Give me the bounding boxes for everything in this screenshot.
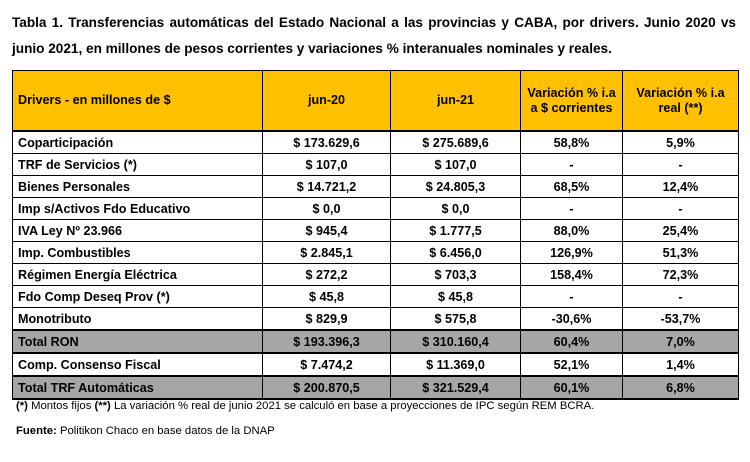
table-row: Monotributo $ 829,9 $ 575,8 -30,6% -53,7% [12,307,739,331]
cell: $ 173.629,6 [262,130,391,154]
cell: 5,9% [622,130,739,154]
source: Fuente: Politikon Chaco en base datos de… [16,425,275,437]
cell: $ 193.396,3 [262,329,391,354]
table-row: Coparticipación $ 173.629,6 $ 275.689,6 58,… [12,130,739,154]
cell: $ 45,8 [262,285,391,308]
cell: 1,4% [622,352,739,377]
cell: 60,4% [520,329,623,354]
header-row: Drivers - en millones de $ jun-20 jun-21 Va… [12,70,739,132]
cell: $ 575,8 [390,307,521,331]
cell: - [622,197,739,220]
cell: $ 272,2 [262,263,391,286]
cell: $ 275.689,6 [390,130,521,154]
cell: $ 107,0 [262,153,391,176]
row-label: Imp s/Activos Fdo Educativo [12,197,263,220]
table-row: Régimen Energía Eléctrica $ 272,2 $ 703,3 1… [12,263,739,286]
cell: - [520,197,623,220]
table-row: Total TRF Automáticas $ 200.870,5 $ 321.52… [12,375,739,400]
source-label: Fuente: [16,425,57,437]
table-row: Imp. Combustibles $ 2.845,1 $ 6.456,0 126,9… [12,241,739,264]
row-label: TRF de Servicios (*) [12,153,263,176]
cell: - [520,285,623,308]
cell: $ 14.721,2 [262,175,391,198]
row-label: Coparticipación [12,130,263,154]
header-cell: Drivers - en millones de $ [12,70,263,132]
table-row: Imp s/Activos Fdo Educativo $ 0,0 $ 0,0- - [12,197,739,220]
header-cell: jun-21 [390,70,521,132]
cell: $ 45,8 [390,285,521,308]
cell: $ 321.529,4 [390,375,521,400]
footnote-text: Montos fijos [31,400,92,412]
cell: 51,3% [622,241,739,264]
cell: $ 24.805,3 [390,175,521,198]
cell: $ 11.369,0 [390,352,521,377]
cell: $ 6.456,0 [390,241,521,264]
row-label: Imp. Combustibles [12,241,263,264]
cell: 7,0% [622,329,739,354]
footnote-marker: (*) [16,400,28,412]
cell: - [622,285,739,308]
table-row: Comp. Consenso Fiscal $ 7.474,2 $ 11.369,0… [12,352,739,377]
row-label: Comp. Consenso Fiscal [12,352,263,377]
cell: -30,6% [520,307,623,331]
cell: $ 310.160,4 [390,329,521,354]
footnote-text: La variación % real de junio 2021 se cal… [113,400,595,412]
cell: 158,4% [520,263,623,286]
cell: 72,3% [622,263,739,286]
cell: $ 107,0 [390,153,521,176]
row-label: Bienes Personales [12,175,263,198]
cell: 6,8% [622,375,739,400]
cell: $ 0,0 [262,197,391,220]
cell: 52,1% [520,352,623,377]
row-label: Total RON [12,329,263,354]
cell: $ 200.870,5 [262,375,391,400]
cell: 58,8% [520,130,623,154]
cell: $ 7.474,2 [262,352,391,377]
cell: - [520,153,623,176]
cell: -53,7% [622,307,739,331]
row-label: Monotributo [12,307,263,331]
cell: $ 829,9 [262,307,391,331]
cell: $ 1.777,5 [390,219,521,242]
cell: 68,5% [520,175,623,198]
cell: $ 0,0 [390,197,521,220]
table-row: Total RON $ 193.396,3 $ 310.160,4 60,4% 7,0% [12,329,739,354]
cell: 25,4% [622,219,739,242]
cell: 126,9% [520,241,623,264]
table-row: Bienes Personales $ 14.721,2 $ 24.805,3 68,… [12,175,739,198]
table-row: IVA Ley Nº 23.966 $ 945,4 $ 1.777,5 88,0% 25… [12,219,739,242]
header-cell: jun-20 [262,70,391,132]
row-label: Régimen Energía Eléctrica [12,263,263,286]
data-table: Drivers - en millones de $ jun-20 jun-21 Va… [12,70,739,400]
table-body: Coparticipación $ 173.629,6 $ 275.689,6 58,… [12,130,739,400]
row-label: Total TRF Automáticas [12,375,263,400]
cell: 60,1% [520,375,623,400]
row-label: IVA Ley Nº 23.966 [12,219,263,242]
cell: $ 945,4 [262,219,391,242]
table-title: Tabla 1. Transferencias automáticas del … [12,15,736,56]
header-cell: Variación % i.a a $ corrientes [520,70,623,132]
row-label: Fdo Comp Deseq Prov (*) [12,285,263,308]
cell: - [622,153,739,176]
header-cell: Variación % i.a real (**) [622,70,739,132]
cell: 88,0% [520,219,623,242]
table-row: Fdo Comp Deseq Prov (*) $ 45,8 $ 45,8- - [12,285,739,308]
cell: $ 703,3 [390,263,521,286]
cell: $ 2.845,1 [262,241,391,264]
cell: 12,4% [622,175,739,198]
footnote-marker: (**) [94,400,111,412]
source-text: Politikon Chaco en base datos de la DNAP [59,425,275,437]
table-row: TRF de Servicios (*) $ 107,0 $ 107,0- - [12,153,739,176]
footnote: (*) Montos fijos (**) La variación % rea… [16,400,594,412]
